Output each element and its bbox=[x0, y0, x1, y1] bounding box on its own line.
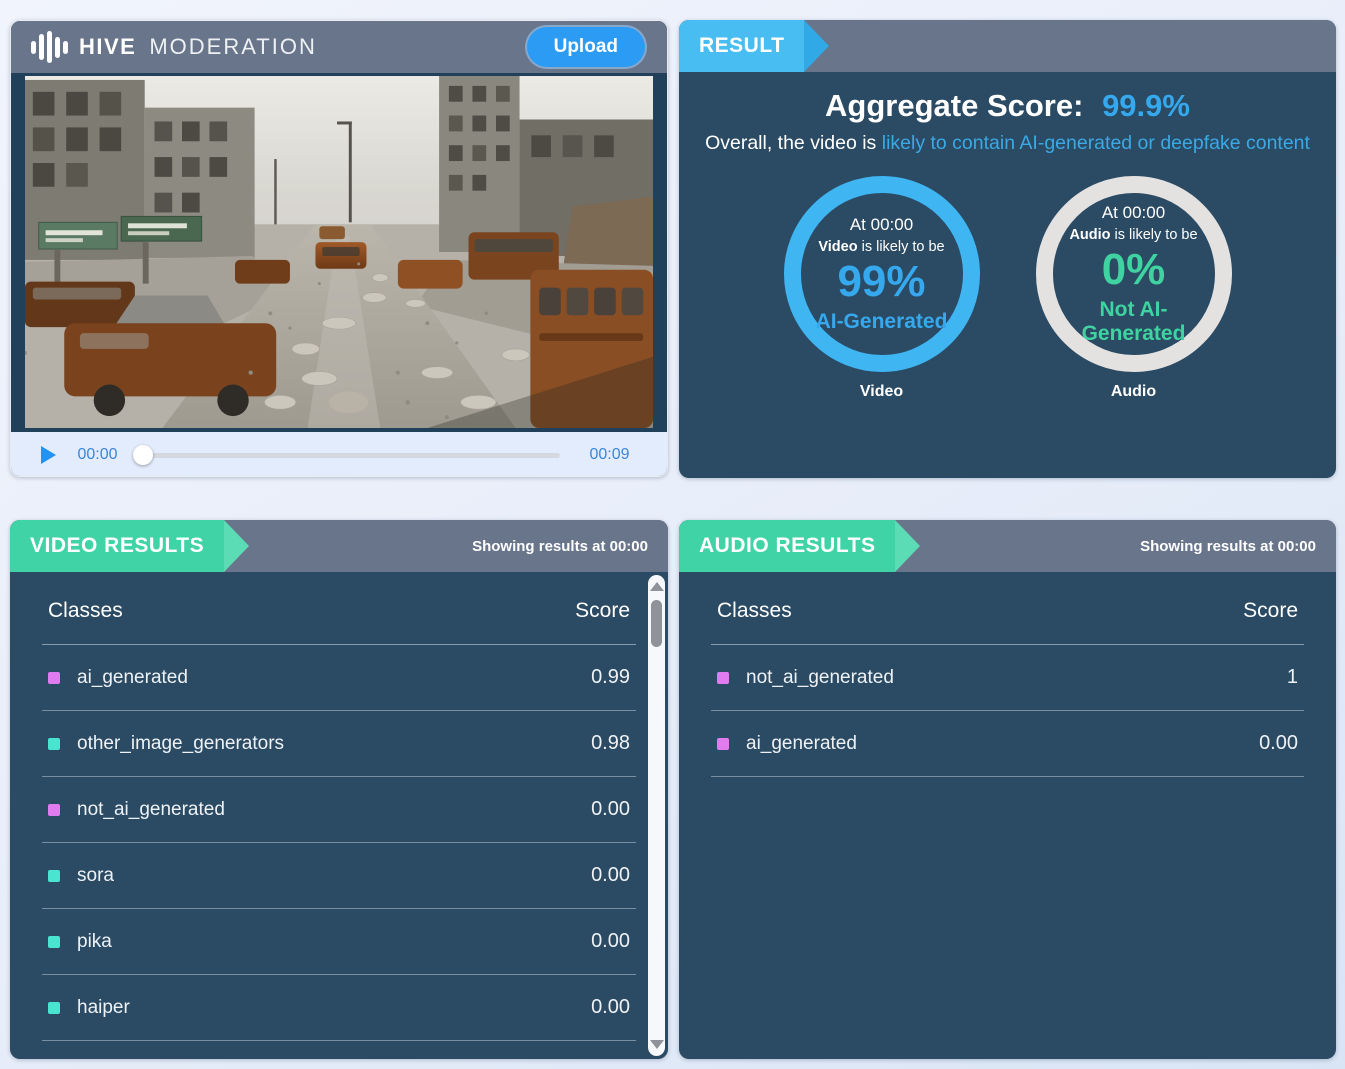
player-header: HIVE MODERATION Upload bbox=[11, 21, 667, 73]
table-row: haiper 0.00 bbox=[42, 975, 636, 1041]
scrollbar-thumb[interactable] bbox=[651, 600, 662, 647]
video-table-rows: ai_generated 0.99 other_image_generators… bbox=[16, 645, 662, 1041]
class-score: 0.00 bbox=[591, 798, 630, 820]
audio-gauge-time: At 00:00 bbox=[1101, 202, 1166, 222]
class-label: ai_generated bbox=[77, 666, 188, 688]
video-gauge-time: At 00:00 bbox=[849, 214, 914, 234]
duration-time: 00:09 bbox=[589, 446, 630, 463]
gauges: At 00:00 Video is likely to be 99% AI-Ge… bbox=[679, 176, 1336, 401]
audio-results-showing: Showing results at 00:00 bbox=[1140, 537, 1316, 555]
table-row: pika 0.00 bbox=[42, 909, 636, 975]
audio-gauge-percent: 0% bbox=[1101, 244, 1166, 294]
scrollbar-down-icon[interactable] bbox=[649, 1040, 664, 1049]
result-summary: Overall, the video is likely to contain … bbox=[695, 128, 1320, 158]
class-label: sora bbox=[77, 864, 114, 886]
table-row: not_ai_generated 0.00 bbox=[42, 777, 636, 843]
class-label: haiper bbox=[77, 996, 130, 1018]
player-controls: 00:00 00:09 bbox=[11, 432, 667, 476]
video-still bbox=[25, 76, 653, 428]
video-results-header: VIDEO RESULTS Showing results at 00:00 bbox=[10, 520, 668, 572]
col-score: Score bbox=[575, 599, 630, 622]
video-results-table: Classes Score ai_generated 0.99 other_im… bbox=[10, 572, 668, 1041]
audio-table-rows: not_ai_generated 1 ai_generated 0.00 bbox=[685, 645, 1330, 777]
class-score: 0.00 bbox=[591, 864, 630, 886]
table-row: sora 0.00 bbox=[42, 843, 636, 909]
video-gauge-caption: Video bbox=[859, 383, 904, 401]
class-label: other_image_generators bbox=[77, 732, 285, 754]
video-table-head: Classes Score bbox=[42, 572, 636, 645]
summary-highlight: likely to contain AI-generated or deepfa… bbox=[881, 132, 1310, 154]
video-results-panel: VIDEO RESULTS Showing results at 00:00 C… bbox=[10, 520, 668, 1059]
class-color-swatch bbox=[48, 803, 60, 816]
table-row: other_image_generators 0.98 bbox=[42, 711, 636, 777]
video-results-showing: Showing results at 00:00 bbox=[472, 537, 648, 555]
tab-audio-results: AUDIO RESULTS bbox=[679, 520, 921, 572]
hive-logo-icon bbox=[31, 30, 68, 64]
table-row: ai_generated 0.00 bbox=[711, 711, 1304, 777]
tab-video-results: VIDEO RESULTS bbox=[10, 520, 250, 572]
scrollbar[interactable] bbox=[648, 575, 665, 1056]
class-color-swatch bbox=[48, 1001, 60, 1014]
class-color-swatch bbox=[717, 671, 729, 684]
table-row: ai_generated 0.99 bbox=[42, 645, 636, 711]
class-color-swatch bbox=[717, 737, 729, 750]
tab-result: RESULT bbox=[679, 20, 830, 72]
result-panel: RESULT Aggregate Score: 99.9% Overall, t… bbox=[679, 20, 1336, 478]
class-score: 0.00 bbox=[591, 996, 630, 1018]
player-panel: HIVE MODERATION Upload bbox=[10, 20, 668, 477]
class-label: ai_generated bbox=[746, 732, 857, 754]
class-score: 0.98 bbox=[591, 732, 630, 754]
brand: HIVE MODERATION bbox=[11, 30, 317, 64]
seek-bar[interactable] bbox=[133, 445, 560, 465]
audio-gauge-caption: Audio bbox=[1110, 383, 1157, 401]
current-time: 00:00 bbox=[77, 446, 118, 463]
aggregate-score-value: 99.9% bbox=[1102, 88, 1190, 123]
audio-gauge-verdict: Not AI-Generated bbox=[1081, 297, 1186, 345]
class-score: 0.99 bbox=[591, 666, 630, 688]
audio-results-header: AUDIO RESULTS Showing results at 00:00 bbox=[679, 520, 1336, 572]
class-label: pika bbox=[77, 930, 112, 952]
video-gauge-verdict: AI-Generated bbox=[815, 309, 948, 333]
video-gauge-ring: At 00:00 Video is likely to be 99% AI-Ge… bbox=[783, 176, 980, 373]
class-label: not_ai_generated bbox=[746, 666, 894, 688]
aggregate-score-line: Aggregate Score: 99.9% bbox=[679, 88, 1336, 124]
class-color-swatch bbox=[48, 671, 60, 684]
class-score: 0.00 bbox=[591, 930, 630, 952]
brand-name-light: MODERATION bbox=[149, 34, 317, 59]
result-header: RESULT bbox=[679, 20, 1336, 72]
brand-name-bold: HIVE bbox=[79, 34, 137, 59]
table-row: not_ai_generated 1 bbox=[711, 645, 1304, 711]
result-body: Aggregate Score: 99.9% Overall, the vide… bbox=[679, 72, 1336, 478]
class-score: 1 bbox=[1286, 666, 1298, 688]
seek-thumb[interactable] bbox=[133, 445, 153, 465]
video-gauge-subtitle: Video is likely to be bbox=[818, 238, 945, 255]
scrollbar-up-icon[interactable] bbox=[649, 582, 664, 591]
col-classes: Classes bbox=[717, 599, 792, 622]
class-label: not_ai_generated bbox=[77, 798, 225, 820]
audio-table-head: Classes Score bbox=[711, 572, 1304, 645]
audio-results-table: Classes Score not_ai_generated 1 ai_gene… bbox=[679, 572, 1336, 777]
class-color-swatch bbox=[48, 869, 60, 882]
upload-button[interactable]: Upload bbox=[526, 27, 645, 67]
class-color-swatch bbox=[48, 935, 60, 948]
class-color-swatch bbox=[48, 737, 60, 750]
audio-gauge-subtitle: Audio is likely to be bbox=[1069, 226, 1198, 243]
audio-gauge-ring: At 00:00 Audio is likely to be 0% Not AI… bbox=[1035, 176, 1232, 373]
video-frame[interactable] bbox=[11, 73, 667, 432]
audio-gauge: At 00:00 Audio is likely to be 0% Not AI… bbox=[1035, 176, 1232, 401]
col-classes: Classes bbox=[48, 599, 123, 622]
video-gauge-percent: 99% bbox=[837, 256, 926, 306]
col-score: Score bbox=[1243, 599, 1298, 622]
video-gauge: At 00:00 Video is likely to be 99% AI-Ge… bbox=[783, 176, 980, 401]
audio-results-panel: AUDIO RESULTS Showing results at 00:00 C… bbox=[679, 520, 1336, 1059]
summary-prefix: Overall, the video is bbox=[705, 132, 882, 154]
aggregate-score-label: Aggregate Score: bbox=[825, 88, 1084, 123]
class-score: 0.00 bbox=[1259, 732, 1298, 754]
play-button[interactable] bbox=[41, 446, 56, 464]
